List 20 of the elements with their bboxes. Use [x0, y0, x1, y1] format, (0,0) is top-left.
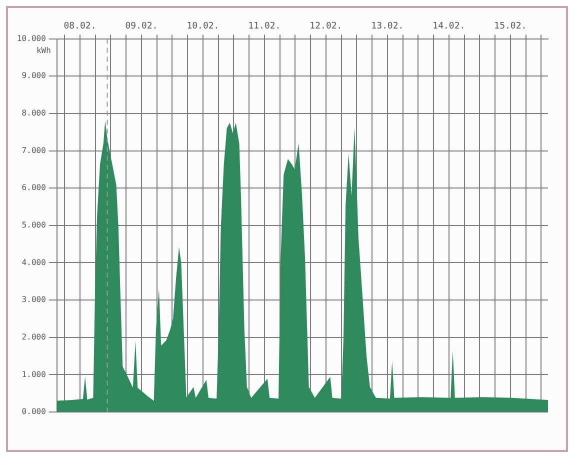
y-tick-label: 1.000: [22, 370, 46, 379]
y-tick-label: 8.000: [22, 108, 46, 118]
y-tick-label: 0.000: [22, 407, 46, 416]
y-tick-label: 10.000: [16, 34, 46, 43]
x-tick-label: 08.02.: [64, 22, 96, 32]
x-tick-label: 10.02.: [186, 22, 220, 32]
y-tick-label: 6.000: [22, 183, 46, 192]
y-tick-label: 3.000: [22, 295, 46, 304]
x-tick-label: 09.02.: [125, 22, 158, 32]
y-axis-title: kWh: [36, 46, 52, 55]
y-tick-label: 5.000: [22, 220, 46, 230]
x-tick-label: 12.02.: [310, 22, 342, 32]
y-tick-label: 9.000: [22, 71, 46, 80]
y-tick-label: 2.000: [22, 332, 46, 342]
y-tick-label: 7.000: [22, 146, 46, 155]
y-tick-label: 4.000: [22, 258, 46, 267]
x-tick-label: 14.02.: [432, 22, 466, 32]
x-tick-label: 13.02.: [371, 22, 404, 32]
x-tick-label: 15.02.: [494, 22, 527, 32]
x-tick-label: 11.02.: [248, 22, 281, 32]
